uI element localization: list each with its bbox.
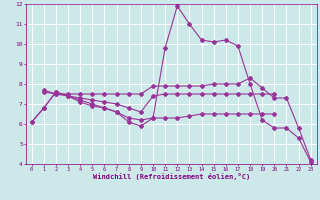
X-axis label: Windchill (Refroidissement éolien,°C): Windchill (Refroidissement éolien,°C): [92, 173, 250, 180]
